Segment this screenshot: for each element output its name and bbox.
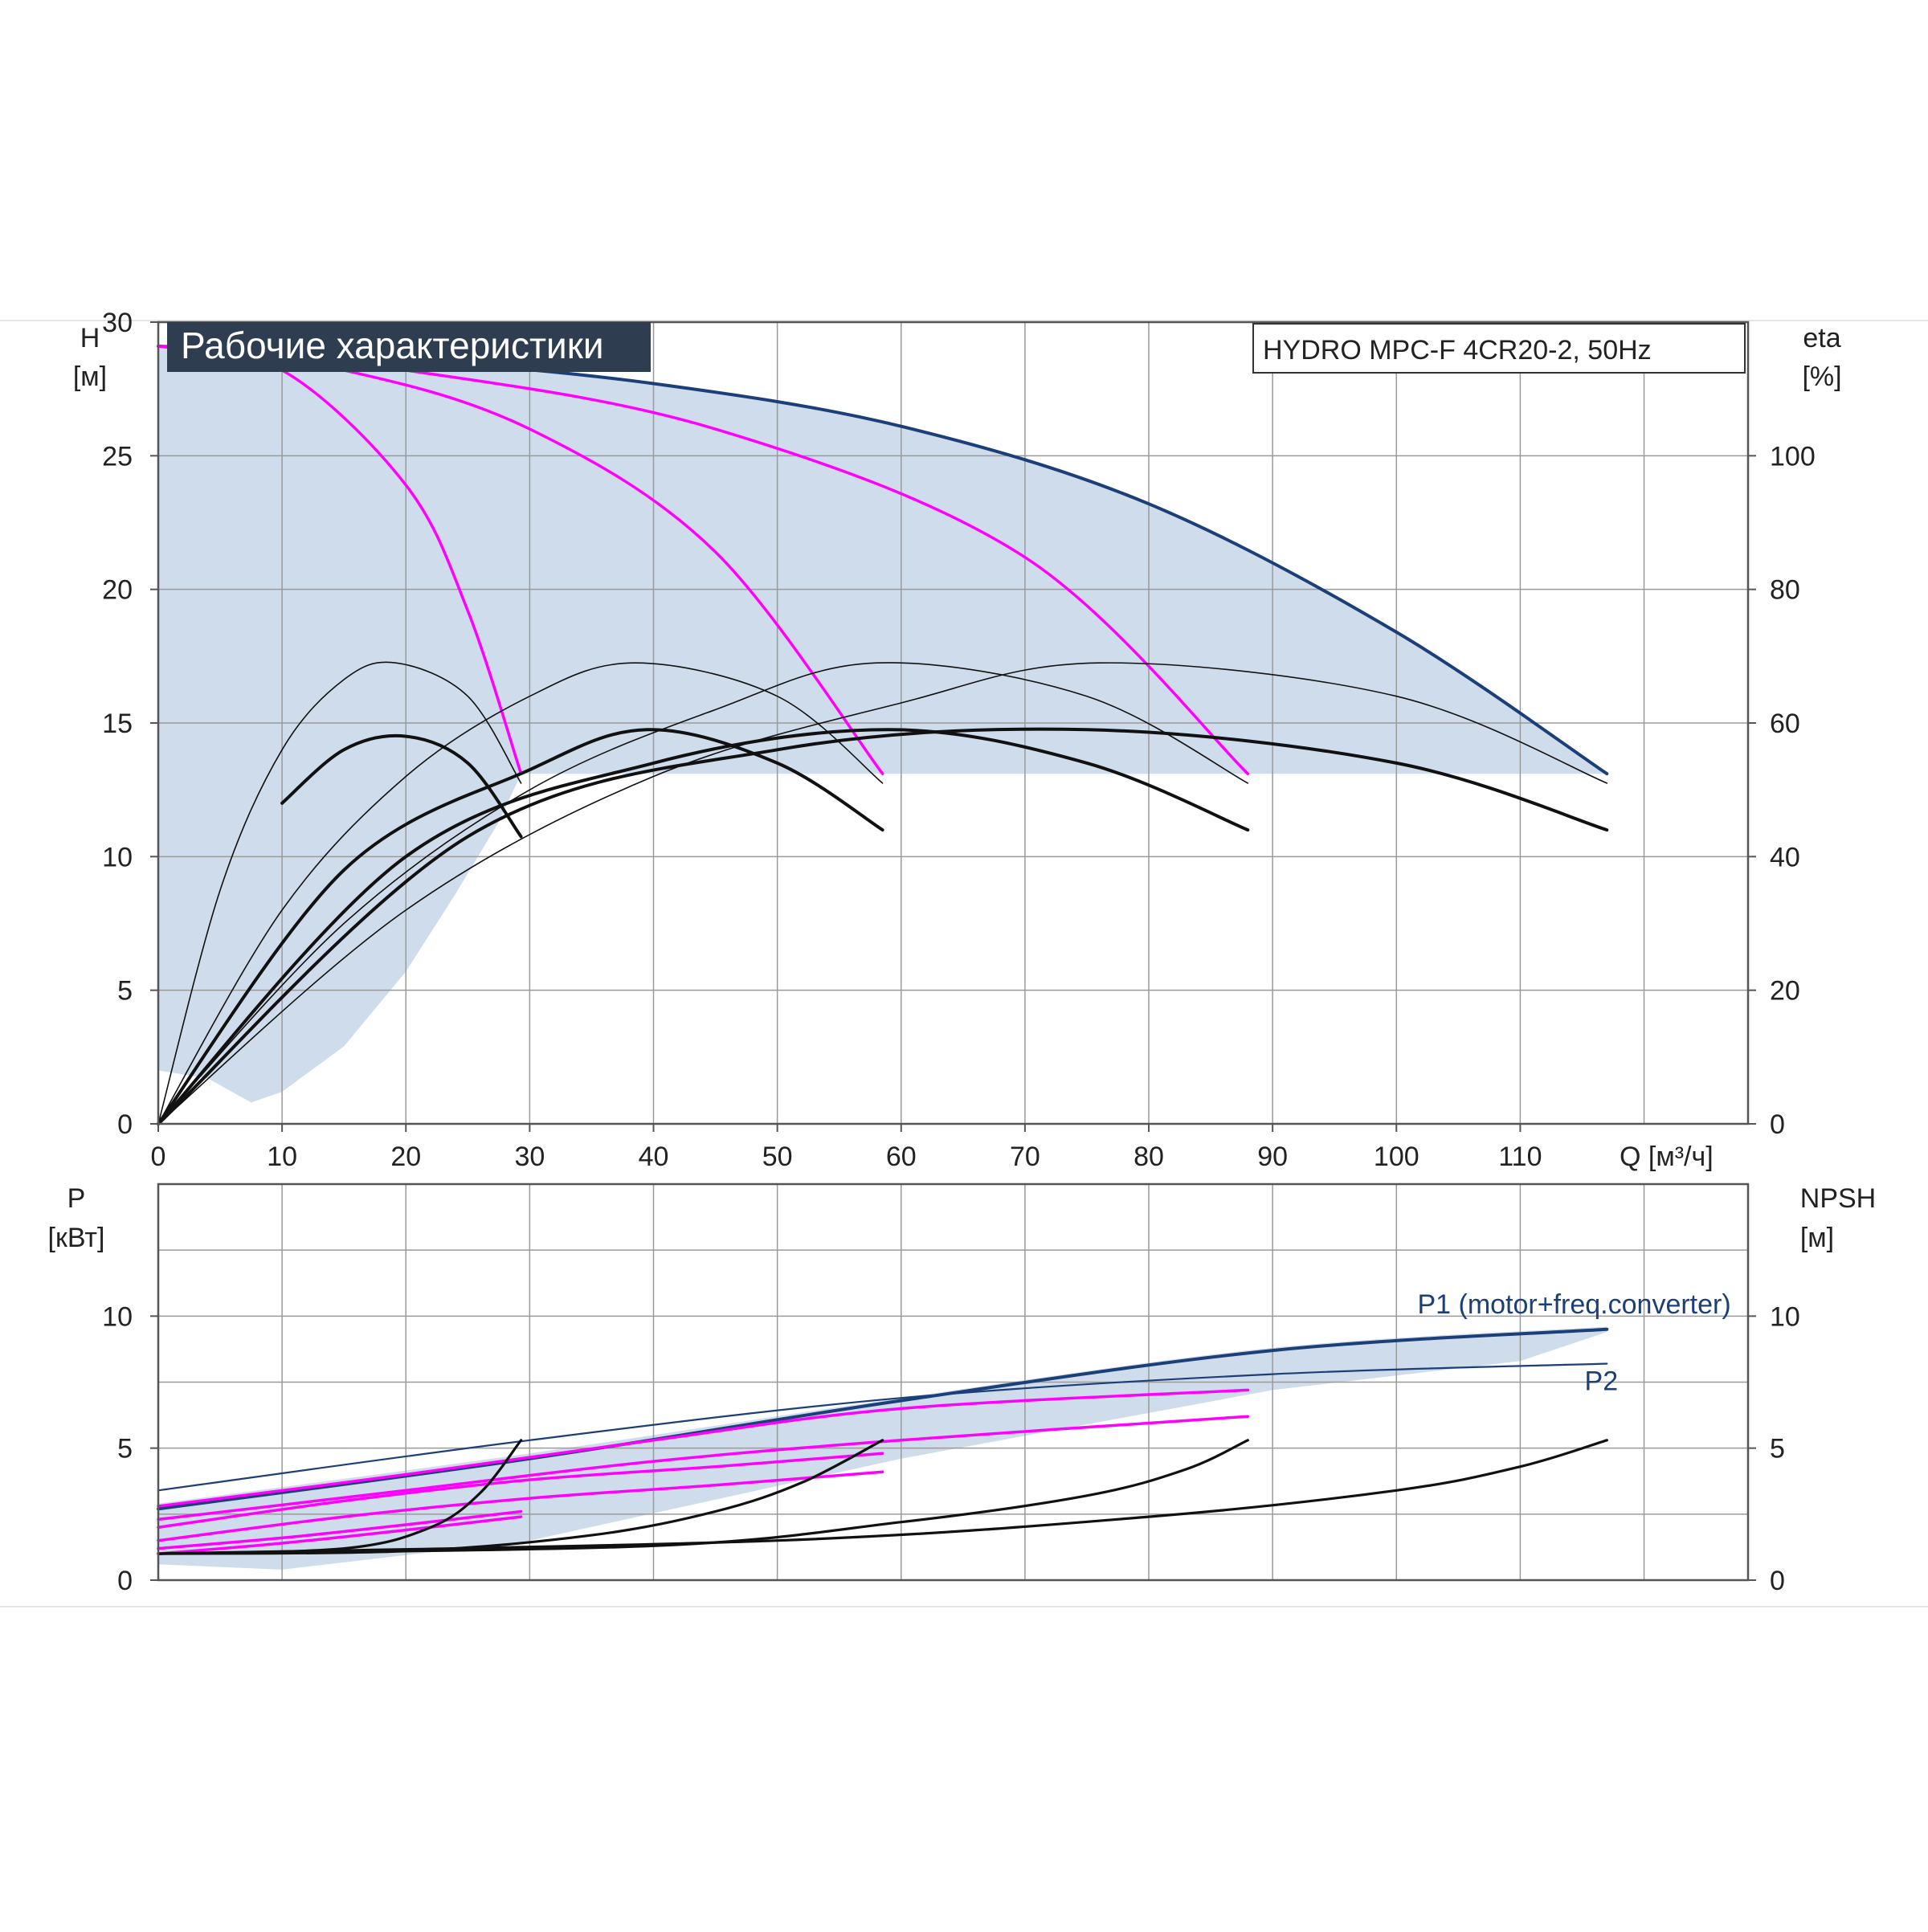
mp-curve-7 [157,1388,1250,1508]
p2-label: P2 [1585,1366,1619,1396]
x-tick-label: 20 [390,1142,421,1172]
x-tick-label: 110 [1498,1142,1542,1172]
x-tick-label: 30 [514,1142,545,1172]
operating-area-top [158,345,1607,1103]
y-tick-label: 25 [102,441,133,472]
x-tick-label: 80 [1134,1142,1164,1172]
eta-curve-5 [157,662,884,1125]
y-axis-unit: [м] [73,361,107,392]
y-tick-label: 20 [102,575,133,606]
eta2-curve-11 [157,727,1609,1125]
model-box [1252,323,1746,374]
y-tick-label: 10 [102,842,133,872]
npsh-tick-label: 0 [1770,1566,1785,1596]
eta-curve-4 [157,661,522,1125]
x-tick-label: 10 [267,1142,297,1172]
x-tick-label: 50 [762,1142,793,1172]
mp-curve-5 [157,1452,884,1530]
mp-curve-2 [157,1515,523,1555]
y-tick-label: 0 [117,1109,133,1140]
y2-tick-label: 40 [1770,842,1800,872]
ticks-top: 0 10 20 30 40 50 60 70 80 90 100 110 0 5 10 15 20 25 30 0 20… [102,308,1816,1172]
title-box [167,322,651,372]
p-tick-label: 10 [102,1301,133,1332]
chart-title: Рабочие характеристики [181,325,604,366]
y2-axis-unit: [%] [1802,361,1841,392]
x-tick-label: 60 [886,1142,917,1172]
x-tick-label: 100 [1374,1142,1419,1172]
x-tick-label: 40 [639,1142,669,1172]
p2-curve-1 [157,1362,1608,1492]
npsh-axis-unit: [м] [1800,1223,1834,1253]
eta2-curve-10 [157,728,1250,1125]
x-tick-label: 70 [1010,1142,1040,1172]
y2-tick-label: 80 [1770,575,1800,606]
mp-curve-4 [157,1470,884,1542]
y2-tick-label: 100 [1770,441,1816,472]
p1-curve-0 [157,1327,1609,1511]
p-tick-label: 5 [117,1434,133,1464]
y-tick-label: 5 [117,976,133,1007]
npsh-tick-label: 5 [1770,1434,1785,1464]
p1-label: P1 (motor+freq.converter) [1417,1289,1730,1320]
x-tick-label: 90 [1257,1142,1288,1172]
x-tick-label: 0 [151,1142,166,1172]
npsh-curve-10 [157,1439,1249,1555]
x-axis-label: Q [м³/ч] [1620,1142,1714,1172]
model-label: HYDRO MPC-F 4CR20-2, 50Hz [1263,335,1652,366]
y2-tick-label: 20 [1770,976,1800,1007]
grid-top [158,321,1748,1124]
npsh-curve-11 [157,1439,1608,1555]
mp-curve-3 [157,1509,523,1550]
annotations: P1 (motor+freq.converter) P2 [1417,1289,1730,1396]
eta2-curve-9 [157,728,884,1125]
plot-frame-top [157,321,1750,1125]
y2-tick-label: 0 [1770,1109,1785,1140]
y2-tick-label: 60 [1770,709,1800,739]
operating-area-fill [158,345,1607,1103]
eta-curve-6 [157,662,1249,1125]
y-tick-label: 15 [102,709,133,739]
mp-curve-6 [157,1415,1250,1522]
p-axis-label: P [67,1183,86,1214]
npsh-tick-label: 10 [1770,1301,1800,1332]
p-axis-unit: [кВт] [48,1223,105,1253]
p-tick-label: 0 [117,1566,133,1596]
npsh-axis-label: NPSH [1800,1183,1876,1214]
eta-curve-7 [157,662,1608,1125]
plot-frame-bottom [157,1182,1750,1582]
series-bottom [157,1327,1609,1555]
ticks-bottom: 0 5 10 0 5 10 [102,1301,1800,1596]
grid-bottom [158,1184,1748,1580]
y-axis-label: H [80,323,100,353]
y-tick-label: 30 [102,308,133,338]
y2-axis-label: eta [1803,323,1840,353]
